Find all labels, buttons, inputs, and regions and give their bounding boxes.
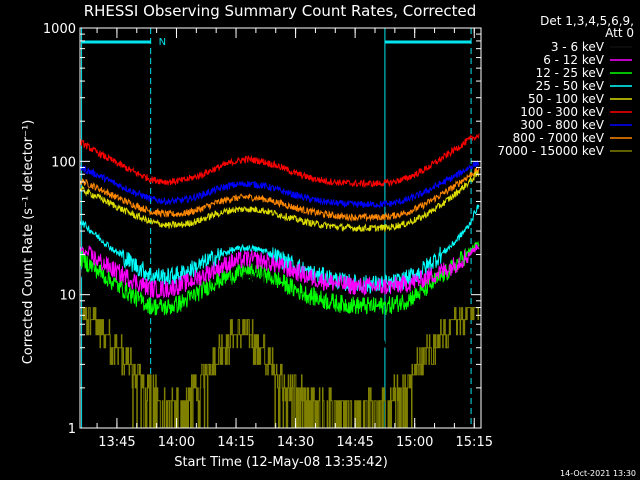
series-line-4	[79, 170, 480, 233]
x-tick-label-6: 15:15	[456, 435, 493, 450]
y-tick-label-3: 1000	[43, 22, 76, 37]
x-axis-label: Start Time (12-May-08 13:35:42)	[174, 455, 388, 470]
chart-title: RHESSI Observing Summary Count Rates, Co…	[84, 2, 477, 20]
y-tick-label-1: 10	[59, 289, 76, 304]
x-tick-label-0: 13:45	[98, 435, 135, 450]
y-axis-label: Corrected Count Rate (s⁻¹ detector⁻¹)	[21, 120, 36, 365]
legend-header-line-1: Det 1,3,4,5,6,9,	[540, 14, 634, 28]
series-line-1	[79, 244, 480, 299]
x-tick-label-1: 14:00	[158, 435, 195, 450]
x-tick-label-5: 15:00	[396, 435, 433, 450]
legend-label-2: 12 - 25 keV	[536, 66, 605, 80]
y-axis: 1 10 100 1000	[43, 22, 481, 437]
plot-frame	[79, 27, 482, 429]
legend-header-line-2: Att 0	[605, 26, 634, 40]
legend-label-4: 50 - 100 keV	[528, 92, 605, 106]
y-tick-label-0: 1	[68, 422, 76, 437]
legend-label-5: 100 - 300 keV	[520, 105, 604, 119]
series-line-7	[79, 167, 480, 222]
legend-label-1: 6 - 12 keV	[543, 53, 605, 67]
legend-label-0: 3 - 6 keV	[551, 40, 605, 54]
series-line-5	[79, 133, 480, 189]
series-line-0	[79, 259, 480, 353]
timestamp: 14-Oct-2021 13:30	[560, 469, 636, 478]
night-marker-label: N	[159, 37, 166, 48]
legend-label-7: 800 - 7000 keV	[513, 131, 605, 145]
plot-area: N	[79, 27, 482, 429]
legend-label-8: 7000 - 15000 keV	[497, 144, 604, 158]
x-tick-label-2: 14:15	[217, 435, 254, 450]
x-tick-label-3: 14:30	[277, 435, 314, 450]
legend-label-6: 300 - 800 keV	[520, 118, 604, 132]
series-line-2	[79, 240, 480, 316]
legend-label-3: 25 - 50 keV	[536, 79, 605, 93]
x-tick-label-4: 14:45	[336, 435, 373, 450]
y-tick-label-2: 100	[51, 155, 76, 170]
series-line-6	[79, 159, 480, 210]
x-axis: 13:45 14:00 14:15 14:30 14:45 15:00 15:15	[96, 28, 493, 450]
